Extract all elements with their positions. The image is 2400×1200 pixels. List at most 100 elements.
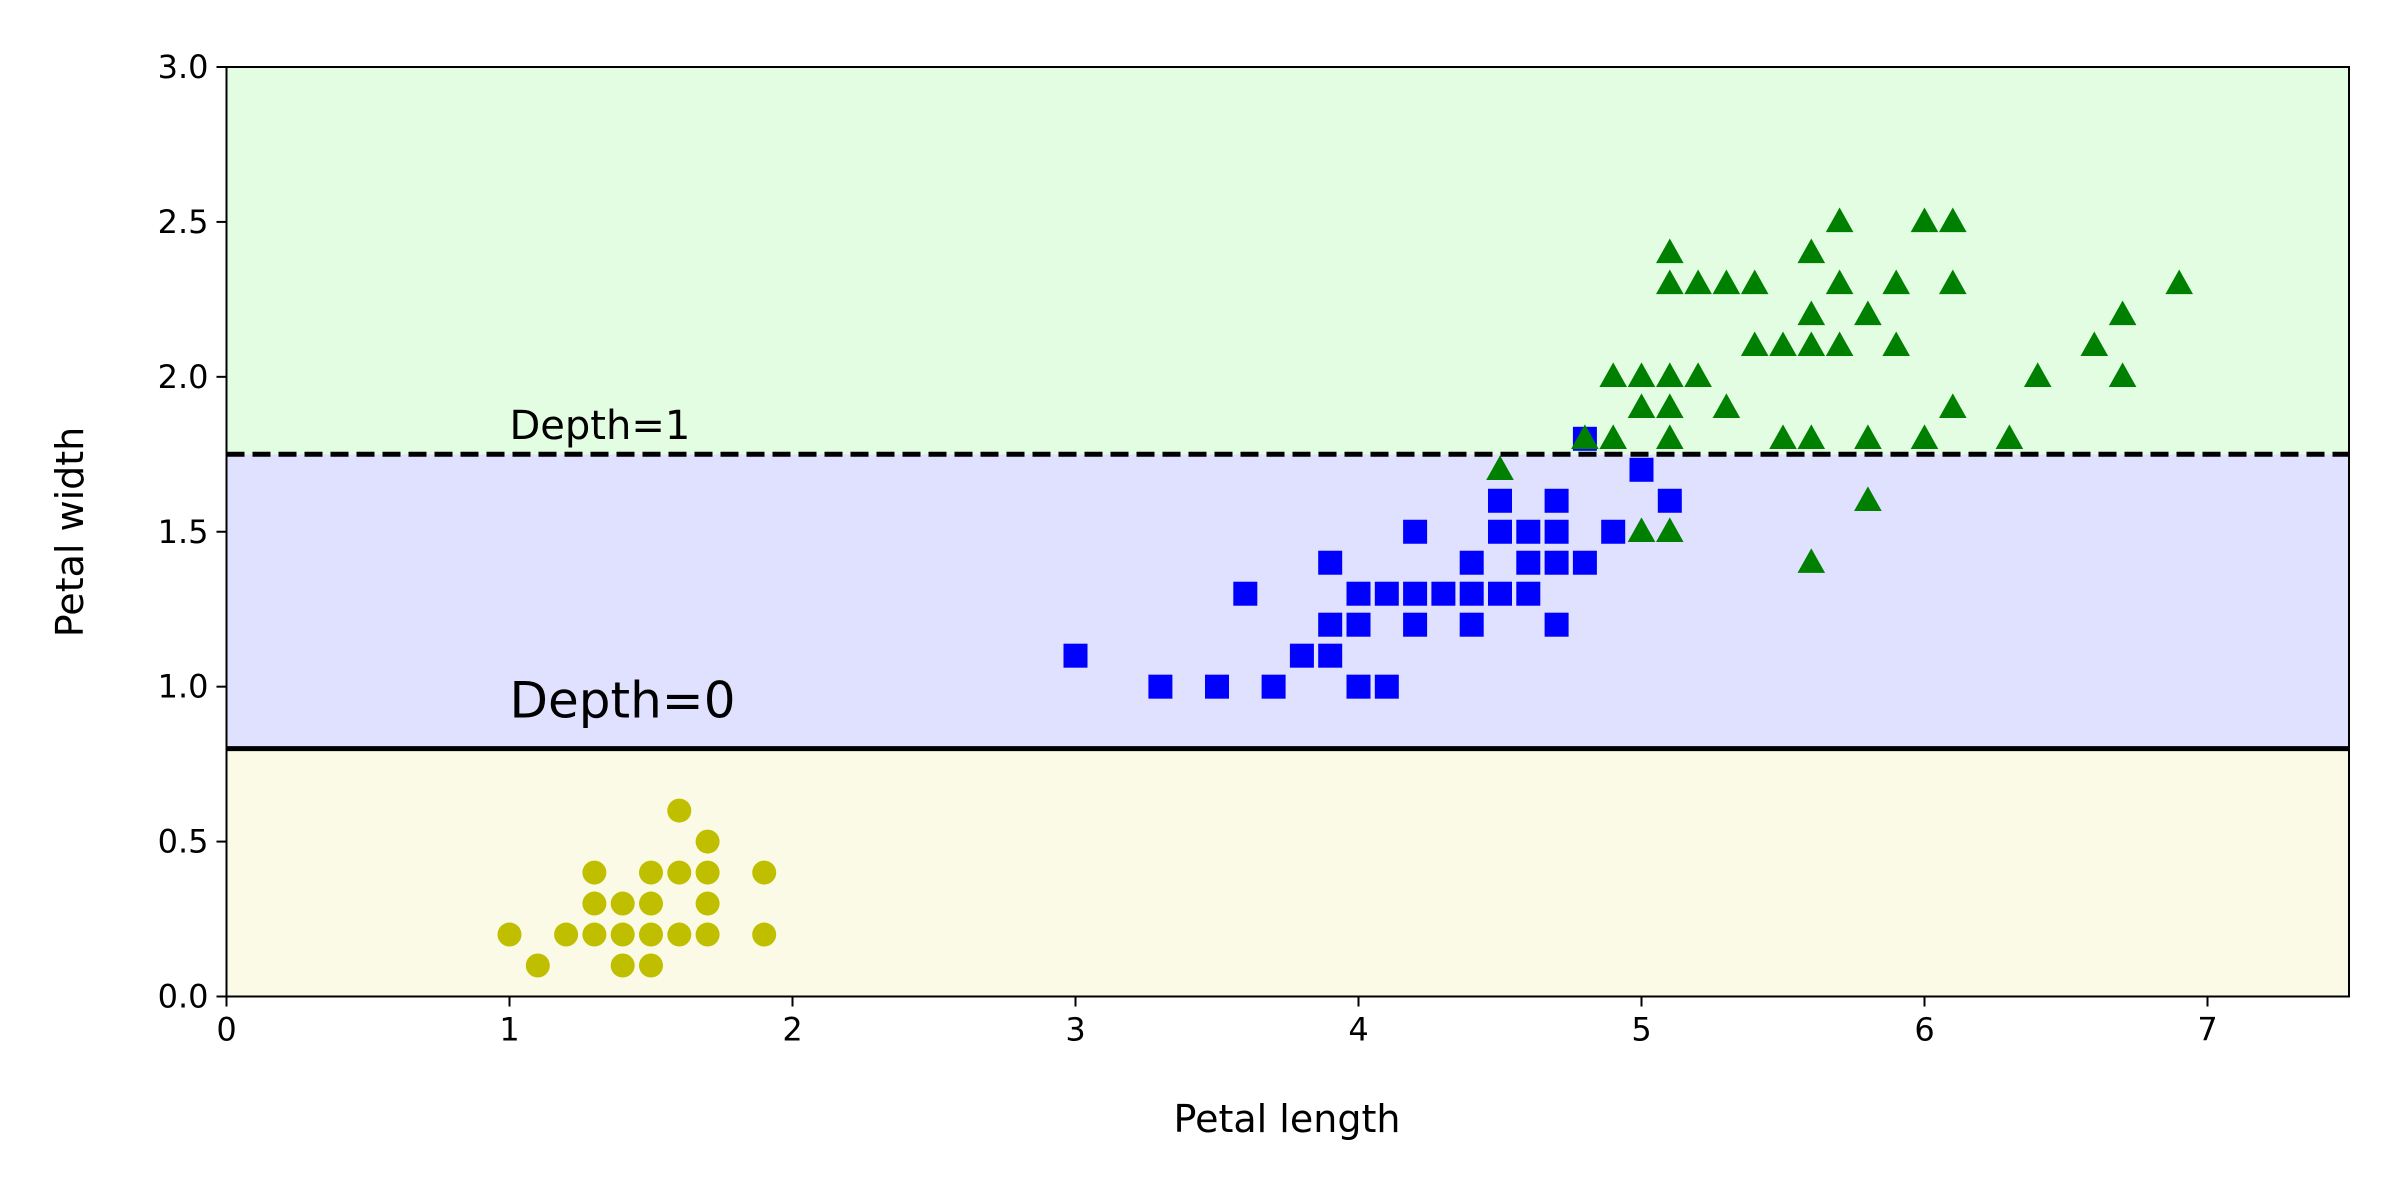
y-tick-label: 1.5: [158, 513, 209, 551]
point-triangle: [1656, 517, 1684, 542]
point-square: [1516, 581, 1541, 606]
point-square: [1516, 519, 1541, 544]
x-tick-label: 4: [1348, 1011, 1368, 1049]
point-square: [1601, 519, 1626, 544]
x-tick-label: 6: [1914, 1011, 1934, 1049]
point-triangle: [1571, 424, 1599, 449]
point-square: [1459, 612, 1484, 637]
point-triangle: [1684, 269, 1712, 295]
point-triangle: [1797, 238, 1826, 264]
point-triangle: [1854, 486, 1882, 511]
point-triangle: [1825, 269, 1854, 295]
point-triangle: [1656, 362, 1684, 388]
point-triangle: [2108, 300, 2137, 326]
y-tick-label: 0.5: [158, 823, 209, 861]
point-square: [1318, 643, 1343, 668]
point-triangle: [1599, 362, 1627, 388]
point-square: [1318, 612, 1343, 637]
point-circle: [554, 922, 579, 947]
decision-regions: [226, 67, 2349, 997]
point-square: [1459, 550, 1484, 575]
x-tick-label: 7: [2197, 1011, 2217, 1049]
point-triangle: [1797, 331, 1826, 357]
point-triangle: [1882, 269, 1910, 295]
point-circle: [497, 922, 522, 947]
point-circle: [667, 860, 692, 885]
point-triangle: [2023, 362, 2052, 388]
point-circle: [695, 922, 720, 947]
point-circle: [667, 922, 692, 947]
point-triangle: [1797, 424, 1826, 449]
point-triangle: [1740, 331, 1769, 357]
point-triangle: [1939, 207, 1967, 233]
point-triangle: [1995, 424, 2024, 449]
point-circle: [752, 922, 777, 947]
point-triangle: [1486, 455, 1514, 480]
point-triangle: [1854, 424, 1882, 449]
point-circle: [610, 891, 635, 916]
y-tick-label: 2.0: [158, 358, 209, 396]
boundary-label-depth-1: Depth=1: [510, 403, 691, 449]
point-square: [1459, 581, 1484, 606]
point-triangle: [2080, 331, 2109, 357]
region-1: [226, 454, 2349, 749]
point-triangle: [1910, 424, 1939, 449]
point-circle: [610, 953, 635, 978]
point-square: [1261, 674, 1286, 699]
x-tick-label: 5: [1631, 1011, 1651, 1049]
point-circle: [695, 860, 720, 885]
point-square: [1346, 612, 1371, 637]
point-square: [1346, 674, 1371, 699]
point-square: [1403, 612, 1428, 637]
point-square: [1289, 643, 1314, 668]
point-triangle: [1656, 238, 1684, 264]
point-circle: [610, 922, 635, 947]
point-circle: [639, 922, 663, 947]
point-circle: [639, 891, 663, 916]
point-triangle: [1797, 548, 1826, 573]
point-square: [1346, 581, 1371, 606]
point-square: [1374, 674, 1399, 699]
point-square: [1205, 674, 1229, 699]
point-triangle: [1740, 269, 1769, 295]
point-square: [1318, 550, 1343, 575]
point-triangle: [2108, 362, 2137, 388]
point-triangle: [1882, 331, 1910, 357]
region-0: [226, 748, 2349, 997]
point-square: [1233, 581, 1258, 606]
point-triangle: [1656, 269, 1684, 295]
point-square: [1403, 581, 1428, 606]
point-square: [1488, 488, 1512, 513]
point-triangle: [1769, 331, 1797, 357]
point-triangle: [2165, 269, 2193, 295]
point-square: [1516, 550, 1541, 575]
point-circle: [582, 860, 607, 885]
point-triangle: [1854, 300, 1882, 326]
point-square: [1544, 612, 1569, 637]
point-triangle: [1825, 207, 1854, 233]
point-circle: [525, 953, 550, 978]
point-square: [1572, 550, 1597, 575]
region-2: [226, 67, 2349, 455]
point-triangle: [1910, 207, 1939, 233]
point-square: [1488, 581, 1512, 606]
point-square: [1063, 643, 1088, 668]
y-tick-label: 1.0: [158, 668, 209, 706]
point-triangle: [1797, 300, 1826, 326]
point-square: [1657, 488, 1682, 513]
point-square: [1544, 519, 1569, 544]
point-triangle: [1599, 424, 1627, 449]
boundary-label-depth-0: Depth=0: [510, 672, 736, 730]
point-square: [1148, 674, 1173, 699]
axis-ticks: 0 1 2 3 4 5 6 7 0.0 0.5 1.0 1.5 2.0 2.5 3.0: [158, 48, 2218, 1049]
point-circle: [695, 829, 720, 854]
point-circle: [695, 891, 720, 916]
point-circle: [639, 860, 663, 885]
point-triangle: [1712, 393, 1741, 419]
decision-boundaries: Depth=0 Depth=1: [226, 403, 2349, 752]
point-square: [1629, 457, 1654, 482]
point-circle: [582, 891, 607, 916]
y-tick-label: 3.0: [158, 48, 209, 86]
point-square: [1544, 550, 1569, 575]
x-tick-label: 3: [1065, 1011, 1085, 1049]
